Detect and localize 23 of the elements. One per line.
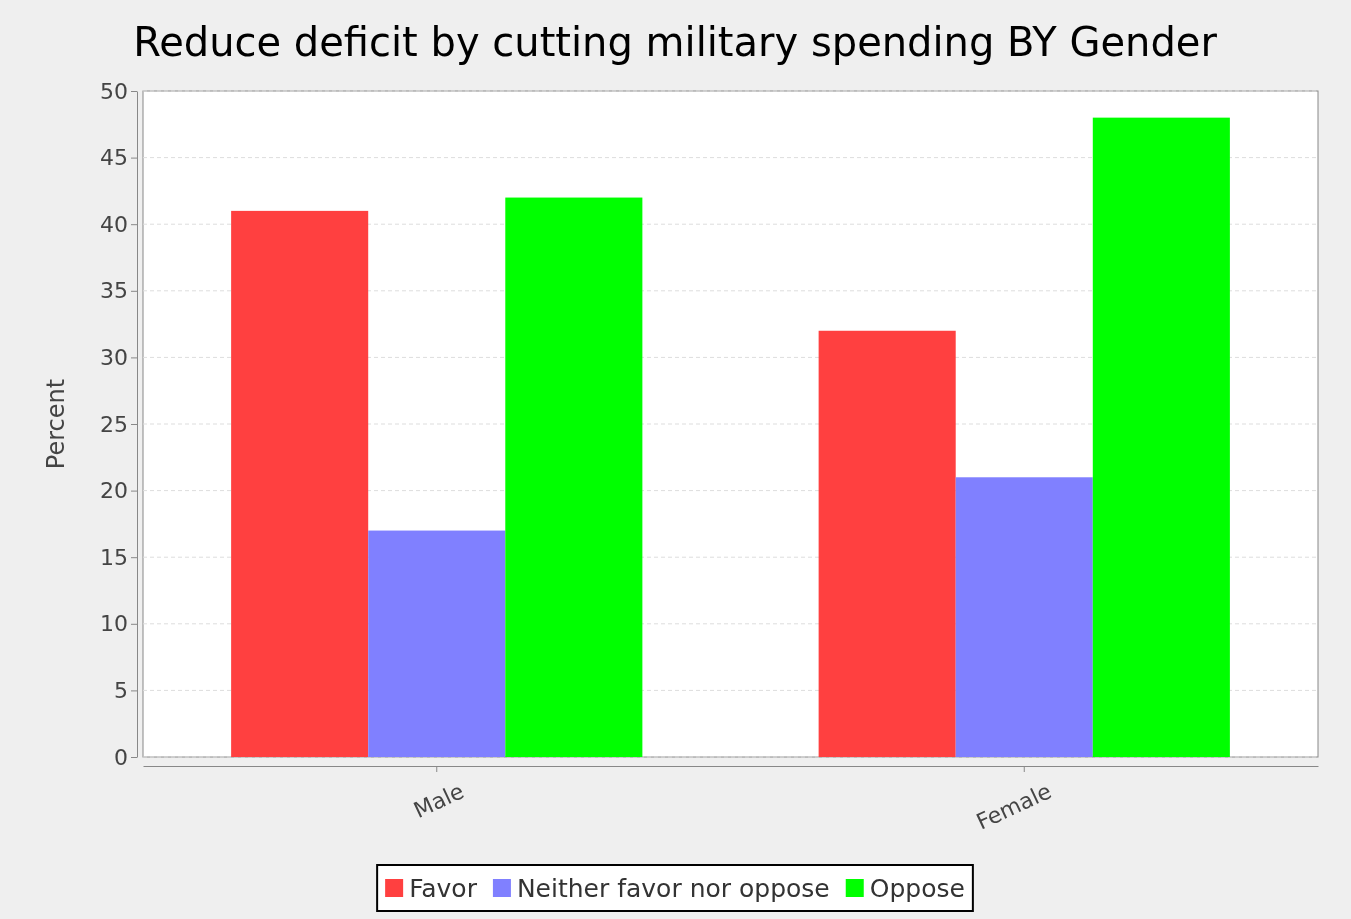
bar [1092, 117, 1230, 757]
y-tick-label: 35 [100, 278, 128, 304]
x-tick-label: Male [409, 778, 468, 824]
y-tick-label: 25 [100, 411, 128, 437]
y-tick-label: 45 [100, 145, 128, 171]
legend-label: Neither favor nor oppose [516, 874, 830, 903]
bar [505, 197, 643, 757]
y-tick-label: 50 [100, 78, 128, 104]
y-tick-label: 15 [100, 544, 128, 570]
bar [955, 477, 1093, 757]
bar [231, 210, 369, 757]
legend-label: Favor [409, 874, 478, 903]
y-tick-label: 0 [114, 744, 128, 770]
y-tick-label: 20 [100, 478, 128, 504]
y-tick-label: 40 [100, 211, 128, 237]
bar [818, 330, 956, 757]
y-tick-label: 10 [100, 611, 128, 637]
y-tick-label: 30 [100, 344, 128, 370]
y-axis-title: Percent [42, 378, 70, 470]
legend-label: Oppose [869, 874, 965, 903]
y-tick-label: 5 [114, 677, 128, 703]
chart-title: Reduce deficit by cutting military spending BY Gender [133, 19, 1218, 65]
bar [368, 530, 506, 757]
